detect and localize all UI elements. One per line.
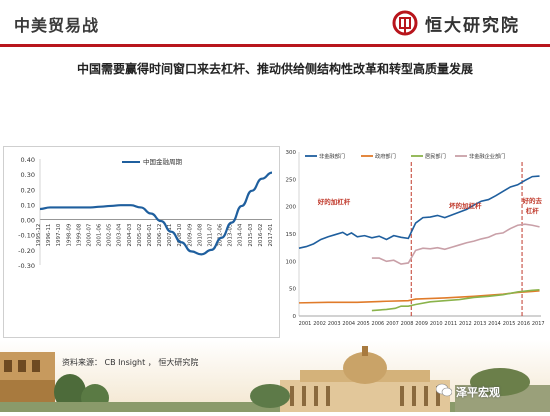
y-tick-label: 100	[286, 259, 297, 265]
legend-label: 政府部门	[375, 152, 396, 160]
x-tick-label: 2012	[459, 321, 472, 327]
x-tick-label: 2001-06	[97, 223, 103, 246]
footer-illustration	[0, 340, 550, 412]
brand-name: 恒大研究院	[425, 15, 520, 36]
y-tick-label: 0.10	[21, 201, 35, 209]
x-tick-label: 2004	[342, 321, 355, 327]
y-tick-label: 150	[286, 232, 297, 238]
x-tick-label: 2005	[357, 321, 370, 327]
brand-logo: 恒大研究院	[391, 10, 520, 36]
x-tick-label: 2010-08	[197, 223, 203, 246]
x-tick-label: 1998-09	[66, 223, 72, 246]
x-tick-label: 2016	[517, 321, 530, 327]
x-tick-label: 2004-03	[127, 223, 133, 246]
x-tick-label: 2000-07	[86, 223, 92, 246]
x-tick-label: 2006-12	[157, 224, 163, 247]
financial-cycle-chart: 0.40 0.30 0.20 0.10 0.00 -0.10 -0.20 -0.30 1995-…	[3, 146, 280, 338]
x-tick-label: 2016-02	[258, 224, 264, 247]
legend-label: 居民部门	[425, 152, 446, 160]
x-tick-label: 2006	[372, 321, 385, 327]
x-tick-label: 2013	[474, 321, 487, 327]
wechat-icon	[436, 383, 452, 397]
legend-label: 非金融部门	[319, 152, 345, 160]
legend-label: 中国金融周期	[143, 157, 183, 166]
phase-annotation: 好的加杠杆	[317, 197, 351, 206]
series-line	[298, 290, 540, 304]
x-tick-label: 2002-05	[107, 223, 113, 246]
phase-annotation: 杠杆	[526, 206, 540, 215]
x-tick-label: 2007-11	[167, 224, 173, 247]
x-tick-label: 2017	[532, 321, 545, 327]
x-tick-label: 2008	[401, 321, 414, 327]
watermark-text: 泽平宏观	[456, 386, 500, 399]
y-tick-label: 0.00	[21, 217, 35, 225]
x-tick-label: 2001	[299, 321, 312, 327]
slide-headline: 中国需要赢得时间窗口来去杠杆、推动供给侧结构性改革和转型高质量发展	[76, 62, 473, 76]
y-tick-label: 0.20	[21, 186, 35, 194]
source-note: 资料来源： CB Insight ， 恒大研究院	[62, 358, 199, 367]
x-tick-label: 2005-02	[137, 224, 143, 247]
series-line	[371, 223, 540, 265]
financial-cycle-svg: 0.40 0.30 0.20 0.10 0.00 -0.10 -0.20 -0.30 1995-…	[18, 156, 274, 270]
header-divider	[0, 44, 550, 47]
x-tick-label: 2009-09	[187, 223, 193, 246]
x-tick-label: 2015	[503, 321, 516, 327]
x-tick-label: 1999-08	[76, 223, 82, 246]
x-tick-label: 2003-04	[117, 223, 123, 246]
y-tick-label: 250	[286, 177, 297, 183]
x-tick-label: 2011	[444, 321, 457, 327]
x-tick-label: 2012-06	[218, 223, 224, 246]
brand-icon	[392, 10, 418, 36]
x-tick-label: 2002	[313, 321, 326, 327]
series-line-financial-cycle	[39, 171, 273, 256]
leverage-chart: 300 250 200 150 100 50 0 2001 2002 2003 2004 2005 20…	[279, 146, 545, 332]
x-tick-label: 2008-10	[177, 223, 183, 246]
y-tick-label: -0.30	[18, 262, 35, 270]
x-tick-label: 2014	[488, 321, 501, 327]
x-tick-label: 2014-04	[238, 223, 244, 246]
x-tick-label: 2006-01	[147, 224, 153, 247]
x-tick-label: 1995-12	[36, 224, 42, 247]
x-tick-label: 2015-03	[248, 223, 254, 246]
y-tick-label: 0.40	[21, 156, 35, 164]
y-tick-label: 50	[289, 287, 296, 293]
y-tick-label: 300	[286, 150, 297, 156]
y-tick-label: 0.30	[21, 171, 35, 179]
x-tick-label: 2010	[430, 321, 443, 327]
x-tick-label: 1997-10	[56, 223, 62, 246]
legend-label: 非金融企业部门	[469, 152, 505, 160]
x-tick-label: 1996-11	[46, 224, 52, 247]
x-tick-label: 2017-01	[268, 224, 274, 247]
x-tick-label: 2013-05	[228, 223, 234, 246]
x-tick-label: 2003	[328, 321, 341, 327]
phase-annotation: 好的去	[522, 196, 543, 205]
slide-title: 中美贸易战	[14, 16, 100, 35]
phase-annotation: 坏的加杠杆	[449, 201, 482, 210]
x-tick-label: 2011-07	[207, 223, 213, 246]
slide-header: 中美贸易战 恒大研究院	[0, 0, 550, 46]
x-tick-label: 2009	[415, 321, 428, 327]
x-tick-label: 2007	[386, 321, 399, 327]
series-line	[298, 175, 540, 249]
y-tick-label: -0.10	[18, 232, 35, 240]
y-tick-label: 200	[286, 205, 297, 211]
series-line	[371, 288, 540, 312]
y-tick-label: 0	[293, 314, 297, 320]
y-tick-label: -0.20	[18, 247, 35, 255]
